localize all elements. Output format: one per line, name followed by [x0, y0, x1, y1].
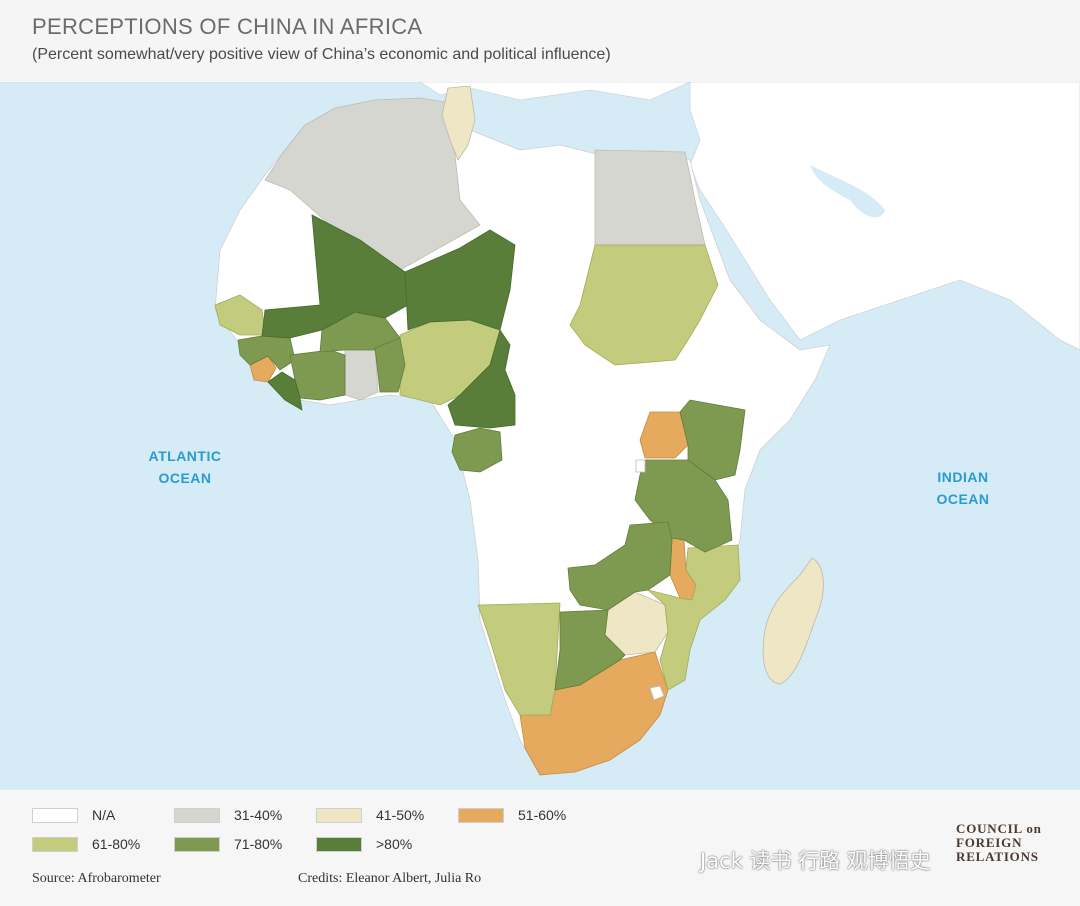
persian-gulf: [810, 165, 885, 218]
region-niger: [404, 229, 516, 331]
legend-swatch-gt80: [316, 837, 362, 852]
region-rwanda-burundi: [635, 459, 646, 473]
region-tunisia: [441, 85, 476, 161]
header-band: PERCEPTIONS OF CHINA IN AFRICA (Percent …: [0, 0, 1080, 82]
region-liberia: [267, 371, 303, 411]
cfr-logo: COUNCIL on FOREIGN RELATIONS: [956, 822, 1042, 864]
credits-note: Credits: Eleanor Albert, Julia Ro: [298, 871, 482, 886]
region-gabon-congo: [451, 427, 503, 473]
legend-swatch-31-40: [174, 808, 220, 823]
legend-label-71-80: 71-80%: [234, 836, 283, 852]
source-note: Source: Afrobarometer: [32, 871, 161, 886]
region-mozambique: [647, 544, 741, 691]
region-cameroon: [447, 329, 516, 429]
cfr-logo-line3: RELATIONS: [956, 849, 1039, 864]
region-swaziland: [649, 685, 665, 701]
region-kenya: [679, 399, 746, 481]
legend-label-na: N/A: [92, 807, 116, 823]
middle-east-landmass: [689, 82, 1080, 351]
region-ghana: [344, 347, 379, 401]
legend-swatch-na: [32, 808, 78, 823]
region-mali: [261, 214, 409, 339]
africa-map: ATLANTIC OCEAN INDIAN OCEAN: [0, 82, 1080, 790]
map-title: PERCEPTIONS OF CHINA IN AFRICA: [32, 14, 423, 39]
legend-swatch-71-80: [174, 837, 220, 852]
region-sudan: [569, 244, 719, 366]
legend-label-41-50: 41-50%: [376, 807, 425, 823]
region-togo-benin: [374, 337, 406, 393]
region-uganda: [639, 411, 689, 459]
watermark-text: Jack 读书 行路 观博悟史: [700, 849, 931, 873]
region-tanzania: [634, 459, 733, 553]
region-namibia: [477, 602, 561, 716]
legend-swatch-61-80: [32, 837, 78, 852]
map-subtitle: (Percent somewhat/very positive view of …: [32, 46, 611, 63]
legend-swatch-41-50: [316, 808, 362, 823]
cfr-logo-line1: COUNCIL on: [956, 821, 1042, 836]
atlantic-label-line1: ATLANTIC: [149, 448, 222, 464]
cfr-logo-line2: FOREIGN: [956, 835, 1023, 850]
legend-label-gt80: >80%: [376, 836, 413, 852]
europe-landmass: [0, 82, 691, 101]
legend-swatch-51-60: [458, 808, 504, 823]
region-botswana: [554, 609, 626, 691]
legend-label-51-60: 51-60%: [518, 807, 567, 823]
legend-label-61-80: 61-80%: [92, 836, 141, 852]
indian-label-line1: INDIAN: [937, 469, 988, 485]
indian-label-line2: OCEAN: [936, 491, 989, 507]
legend-label-31-40: 31-40%: [234, 807, 283, 823]
atlantic-label-line2: OCEAN: [158, 470, 211, 486]
region-zambia: [567, 521, 673, 611]
madagascar: [762, 557, 824, 685]
